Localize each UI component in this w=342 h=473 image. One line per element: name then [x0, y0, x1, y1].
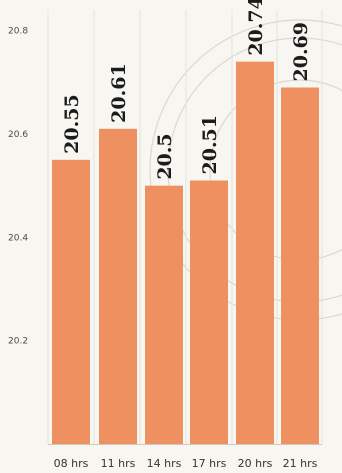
y-tick-label-20-8: 20.8 [8, 27, 28, 37]
bar-08-hrs [52, 159, 90, 445]
y-tick-label-20-6: 20.6 [8, 130, 28, 140]
bars [52, 61, 319, 445]
bar-14-hrs [145, 185, 183, 444]
data-label-20-hrs: 20.74 [245, 0, 267, 56]
data-label-17-hrs: 20.51 [199, 115, 221, 175]
bar-11-hrs [99, 128, 137, 445]
x-tick-label-11-hrs: 11 hrs [101, 457, 136, 470]
data-label-21-hrs: 20.69 [290, 22, 312, 82]
data-label-11-hrs: 20.61 [108, 63, 130, 123]
x-tick-label-08-hrs: 08 hrs [54, 457, 89, 470]
data-label-08-hrs: 20.55 [61, 94, 83, 154]
y-tick-label-20-4: 20.4 [8, 233, 28, 243]
x-axis: 08 hrs 11 hrs 14 hrs 17 hrs 20 hrs 21 hrs [48, 444, 322, 470]
x-tick-label-14-hrs: 14 hrs [147, 457, 182, 470]
y-tick-label-20-2: 20.2 [8, 337, 28, 347]
data-labels: 20.55 20.61 20.5 20.51 20.74 20.69 [61, 0, 312, 180]
x-tick-label-20-hrs: 20 hrs [238, 457, 273, 470]
bar-17-hrs [190, 180, 228, 444]
bar-21-hrs [281, 87, 319, 444]
grid [47, 10, 323, 444]
bar-20-hrs [236, 61, 274, 445]
x-tick-label-17-hrs: 17 hrs [192, 457, 227, 470]
x-tick-label-21-hrs: 21 hrs [283, 457, 318, 470]
y-axis: 20.2 20.4 20.6 20.8 [8, 27, 28, 347]
data-label-14-hrs: 20.5 [154, 133, 176, 179]
